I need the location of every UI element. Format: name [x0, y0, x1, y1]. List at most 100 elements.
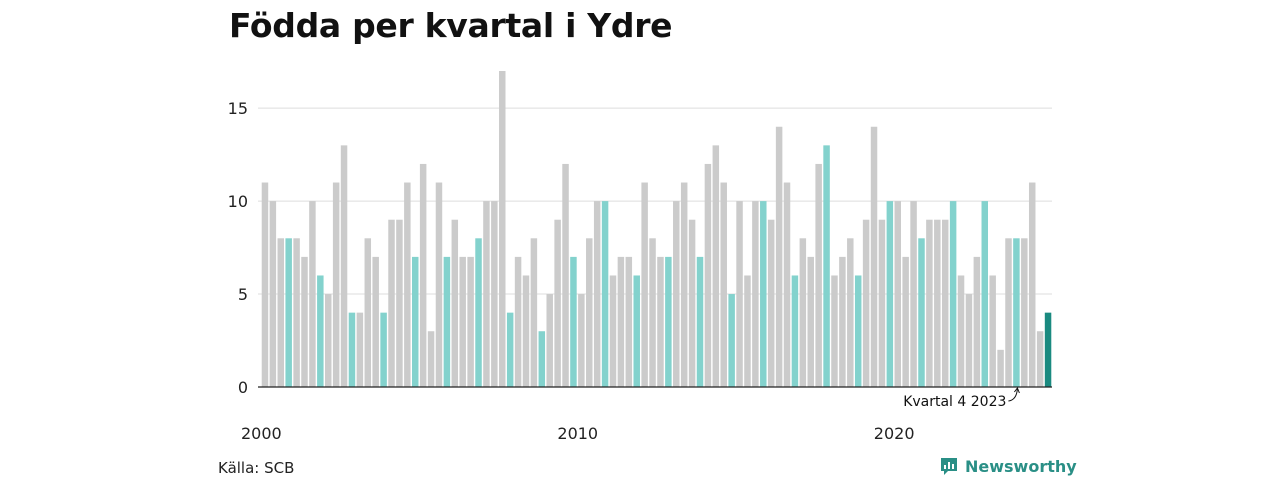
bar	[973, 256, 981, 387]
y-tick-label: 5	[238, 285, 248, 304]
bar	[886, 201, 894, 387]
bar	[736, 201, 743, 387]
bar	[593, 201, 601, 387]
bar	[688, 219, 696, 387]
bar	[641, 182, 648, 387]
bar	[649, 238, 656, 387]
bar	[831, 275, 838, 387]
y-tick-label: 15	[228, 99, 248, 118]
bar	[332, 182, 340, 387]
bar	[665, 256, 672, 387]
annotation-arrowhead	[1014, 386, 1020, 394]
bar	[1028, 182, 1036, 387]
bar	[997, 349, 1004, 387]
bar	[293, 238, 300, 387]
bar	[744, 275, 751, 387]
bar	[396, 219, 403, 387]
bar	[324, 294, 332, 387]
bar	[277, 238, 285, 387]
bar	[617, 256, 625, 387]
bar	[767, 219, 775, 387]
bar	[862, 219, 870, 387]
bar	[301, 256, 308, 387]
bar	[356, 312, 364, 387]
x-tick-label: 2010	[557, 424, 598, 443]
bar	[364, 238, 372, 387]
bar	[807, 256, 814, 387]
bar	[435, 182, 443, 387]
bar	[870, 126, 878, 387]
bar	[720, 182, 727, 387]
bar	[578, 294, 585, 387]
bar	[261, 182, 269, 387]
bar	[680, 182, 688, 387]
bar	[419, 163, 427, 387]
bar	[775, 126, 783, 387]
bar	[728, 294, 735, 387]
bar	[586, 238, 593, 387]
bar	[752, 201, 759, 387]
bar	[317, 275, 324, 387]
bar	[499, 71, 506, 387]
bar	[981, 201, 989, 387]
bar	[941, 219, 949, 387]
bar	[657, 256, 664, 387]
bar	[269, 201, 277, 387]
bar	[554, 219, 561, 387]
bar	[878, 219, 886, 387]
bar	[483, 201, 490, 387]
bar	[760, 201, 767, 387]
bar	[839, 256, 846, 387]
bar	[625, 256, 633, 387]
bar	[601, 201, 609, 387]
bar	[380, 312, 387, 387]
bar	[926, 219, 933, 387]
bar	[902, 256, 909, 387]
bar	[388, 219, 395, 387]
annotation-label: Kvartal 4 2023	[903, 394, 1006, 410]
bar	[570, 256, 577, 387]
source-label: Källa: SCB	[218, 459, 295, 477]
bar	[372, 256, 379, 387]
bar	[1021, 238, 1028, 387]
bar	[815, 163, 822, 387]
bar	[910, 201, 917, 387]
bar	[934, 219, 941, 387]
bar	[412, 256, 419, 387]
bar	[285, 238, 292, 387]
bar	[673, 201, 680, 387]
bar	[847, 238, 854, 387]
x-tick-label: 2000	[241, 424, 282, 443]
bar	[704, 163, 712, 387]
bar	[514, 256, 522, 387]
bar	[1044, 312, 1052, 387]
bar	[443, 256, 451, 387]
bar	[459, 256, 466, 387]
bar	[609, 275, 617, 387]
bar	[949, 201, 957, 387]
bar	[451, 219, 459, 387]
bar	[783, 182, 791, 387]
chart-title: Födda per kvartal i Ydre	[229, 6, 673, 45]
bar	[348, 312, 356, 387]
bar	[562, 163, 569, 387]
bar	[989, 275, 996, 387]
annotation-arrow	[1008, 388, 1018, 402]
bar	[799, 238, 807, 387]
y-tick-label: 10	[228, 192, 248, 211]
x-tick-label: 2020	[874, 424, 915, 443]
bar	[340, 145, 348, 387]
newsworthy-brand: Newsworthy	[939, 456, 1077, 476]
bar	[712, 145, 720, 387]
bar	[309, 201, 316, 387]
bar	[965, 294, 973, 387]
bar	[1036, 331, 1044, 387]
bar	[506, 312, 514, 387]
bar	[530, 238, 538, 387]
bar	[918, 238, 925, 387]
bar	[538, 331, 546, 387]
newsworthy-logo-icon	[941, 458, 957, 475]
bar	[633, 275, 640, 387]
bar	[427, 331, 435, 387]
